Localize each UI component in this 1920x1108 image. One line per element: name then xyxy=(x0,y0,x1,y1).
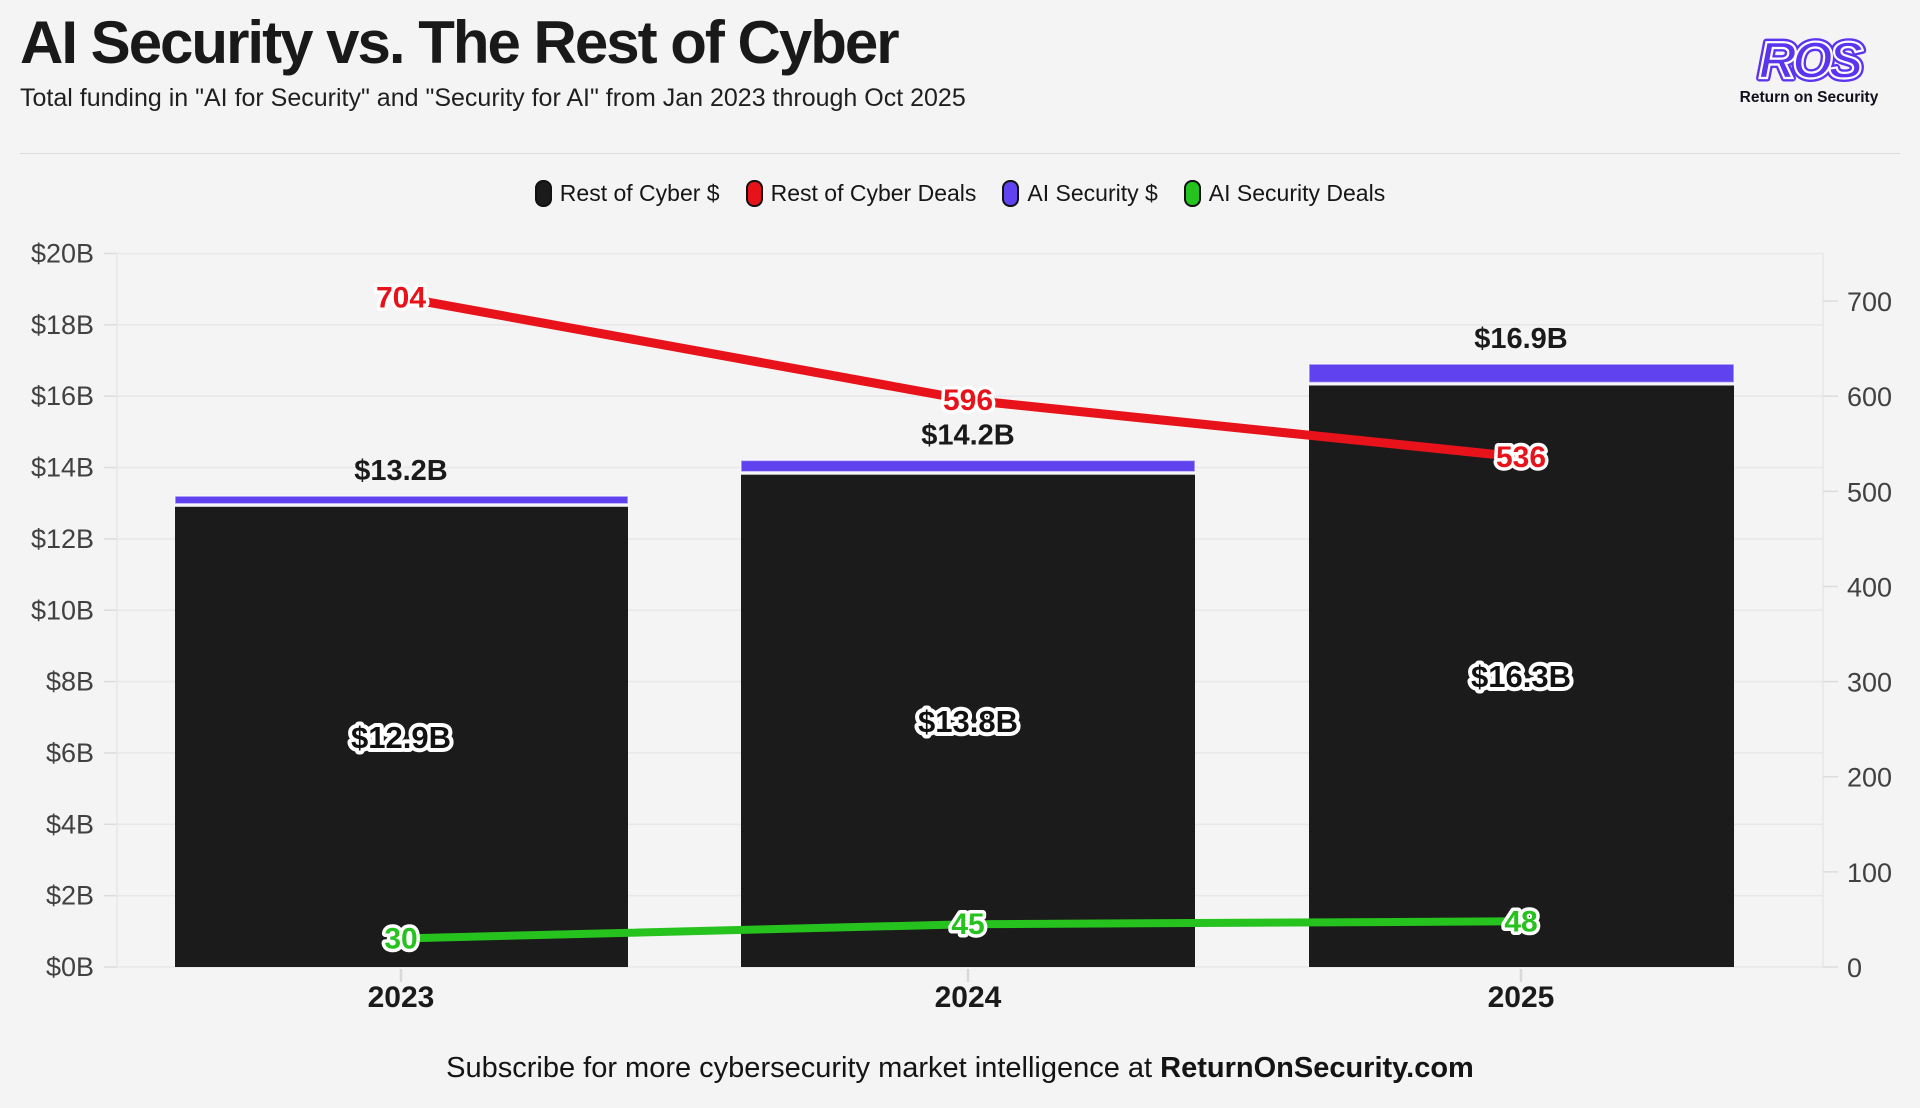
header-divider xyxy=(20,153,1900,154)
y-axis-left-label: $20B xyxy=(31,239,94,269)
legend-label: Rest of Cyber $ xyxy=(559,180,720,206)
y-axis-right-label: 700 xyxy=(1847,287,1892,317)
deals-line-rest-of-cyber xyxy=(396,292,1526,462)
legend-item-rest-of-cyber-deals: Rest of Cyber Deals xyxy=(745,180,977,207)
y-axis-left-label: $6B xyxy=(46,738,94,768)
bar-rest-of-cyber-2025 xyxy=(1309,385,1734,967)
page-subtitle: Total funding in "AI for Security" and "… xyxy=(20,84,966,112)
y-axis-left-label: $10B xyxy=(31,595,94,625)
footer: Subscribe for more cybersecurity market … xyxy=(0,1052,1920,1085)
bar-total-label: $14.2B xyxy=(921,419,1015,451)
legend-label: AI Security $ xyxy=(1027,180,1158,206)
line-value-label: 536 xyxy=(1496,441,1546,474)
bar-value-label: $12.9B xyxy=(351,720,451,755)
y-axis-left-label: $12B xyxy=(31,524,94,554)
bar-ai-security-2025 xyxy=(1308,363,1735,384)
x-axis-label: 2025 xyxy=(1488,981,1555,1014)
y-axis-right-label: 400 xyxy=(1847,572,1892,602)
y-axis-left-label: $14B xyxy=(31,453,94,483)
legend-swatch xyxy=(745,180,763,207)
legend-swatch xyxy=(1183,180,1201,207)
y-axis-left-label: $4B xyxy=(46,809,94,839)
ros-logo: ROS ROS Return on Security xyxy=(1740,29,1879,107)
y-axis-left-label: $16B xyxy=(31,381,94,411)
footer-brand: ReturnOnSecurity.com xyxy=(1160,1052,1474,1084)
bar-total-label: $13.2B xyxy=(354,455,448,487)
line-value-label: 596 xyxy=(943,384,993,417)
bar-value-label: $13.8B xyxy=(918,704,1018,739)
legend-label: Rest of Cyber Deals xyxy=(770,180,977,206)
y-axis-left-label: $18B xyxy=(31,310,94,340)
legend-swatch xyxy=(534,180,552,207)
legend-swatch xyxy=(1002,180,1020,207)
bar-rest-of-cyber-2023 xyxy=(175,506,628,967)
legend-label: AI Security Deals xyxy=(1208,180,1386,206)
y-axis-right-label: 100 xyxy=(1847,858,1892,888)
y-axis-right-label: 0 xyxy=(1847,953,1862,983)
legend-item-ai-security-deals: AI Security Deals xyxy=(1183,180,1386,207)
bar-rest-of-cyber-2024 xyxy=(741,474,1195,967)
deals-line-ai-security xyxy=(397,917,1525,943)
logo-name: Return on Security xyxy=(1740,89,1879,106)
bar-total-label: $16.9B xyxy=(1474,323,1568,355)
logo-acronym: ROS xyxy=(1759,32,1864,90)
y-axis-right-label: 200 xyxy=(1847,763,1892,793)
bar-value-label: $16.3B xyxy=(1471,659,1571,694)
logo-acronym-inline: ROS xyxy=(1759,32,1864,90)
x-axis-label: 2024 xyxy=(935,981,1002,1014)
bar-ai-security-2023 xyxy=(174,495,629,505)
legend-item-ai-security-dollars: AI Security $ xyxy=(1002,180,1158,207)
bar-ai-security-2024 xyxy=(740,459,1196,473)
line-value-label: 30 xyxy=(384,922,417,955)
y-axis-left-label: $8B xyxy=(46,667,94,697)
line-value-label: 45 xyxy=(951,908,984,941)
y-axis-right-label: 300 xyxy=(1847,668,1892,698)
page-title: AI Security vs. The Rest of Cyber xyxy=(20,9,900,76)
line-value-label: 48 xyxy=(1504,905,1537,938)
footer-text: Subscribe for more cybersecurity market … xyxy=(446,1052,1161,1084)
legend-item-rest-of-cyber-dollars: Rest of Cyber $ xyxy=(534,180,720,207)
y-axis-right-label: 600 xyxy=(1847,382,1892,412)
y-axis-left-label: $0B xyxy=(46,952,94,982)
x-axis-label: 2023 xyxy=(368,981,435,1014)
line-value-label: 704 xyxy=(376,281,426,314)
y-axis-right-label: 500 xyxy=(1847,477,1892,507)
y-axis-left-label: $2B xyxy=(46,881,94,911)
legend: Rest of Cyber $ Rest of Cyber Deals AI S… xyxy=(0,180,1920,207)
